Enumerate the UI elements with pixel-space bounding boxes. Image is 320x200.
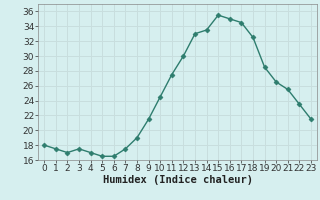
- X-axis label: Humidex (Indice chaleur): Humidex (Indice chaleur): [103, 175, 252, 185]
